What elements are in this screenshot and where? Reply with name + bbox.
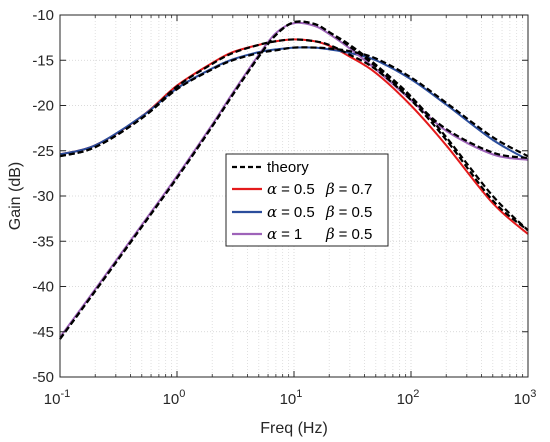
y-tick-label: -20 — [32, 98, 54, 115]
legend-beta-value: 0.5 — [351, 204, 372, 221]
legend-beta-value: 0.7 — [351, 181, 372, 198]
legend-beta-value: 0.5 — [351, 226, 372, 243]
legend-alpha-value: 0.5 — [294, 181, 315, 198]
legend-equals: = — [339, 181, 348, 198]
legend-label-blue: α = 0.5 β = 0.5 — [267, 203, 372, 221]
y-tick-labels: -10 -15 -20 -25 -30 -35 -40 -45 -50 — [32, 7, 54, 386]
series-line-theory-a — [59, 46, 529, 158]
legend-label-purple: α = 1 β = 0.5 — [267, 225, 372, 243]
legend-alpha-value: 1 — [294, 226, 302, 243]
legend-equals: = — [339, 226, 348, 243]
x-tick-label: 102 — [397, 388, 420, 408]
legend-label-red: α = 0.5 β = 0.7 — [267, 180, 372, 198]
y-tick-label: -40 — [32, 279, 54, 296]
legend-equals: = — [281, 181, 290, 198]
legend-box — [225, 153, 389, 247]
y-tick-label: -15 — [32, 52, 54, 69]
series-line-theory-d — [59, 20, 529, 340]
legend-label-theory: theory — [267, 159, 309, 176]
legend: theory α = 0.5 β = 0.7 α = 0.5 β = 0.5 α = 1 β = 0.5 — [225, 153, 389, 247]
series-line-theory-c — [59, 38, 529, 232]
legend-beta-symbol: β — [325, 203, 335, 221]
legend-equals: = — [339, 204, 348, 221]
x-tick-label: 10-1 — [44, 388, 70, 408]
x-tick-labels: 10-1 100 101 102 103 — [44, 388, 537, 408]
y-tick-label: -35 — [32, 233, 54, 250]
legend-beta-symbol: β — [325, 225, 335, 243]
legend-equals: = — [281, 226, 290, 243]
y-tick-label: -45 — [32, 324, 54, 341]
x-tick-label: 101 — [280, 388, 303, 408]
legend-alpha-symbol: α — [267, 180, 277, 198]
x-axis-label: Freq (Hz) — [260, 420, 328, 437]
y-axis-label: Gain (dB) — [7, 162, 24, 230]
y-tick-label: -10 — [32, 7, 54, 24]
tick-marks — [59, 14, 529, 378]
legend-alpha-symbol: α — [267, 203, 277, 221]
y-tick-label: -50 — [32, 369, 54, 386]
y-tick-label: -30 — [32, 188, 54, 205]
legend-beta-symbol: β — [325, 180, 335, 198]
legend-alpha-symbol: α — [267, 225, 277, 243]
x-tick-label: 103 — [514, 388, 537, 408]
legend-equals: = — [281, 204, 290, 221]
legend-alpha-value: 0.5 — [294, 204, 315, 221]
y-tick-label: -25 — [32, 143, 54, 160]
x-tick-label: 100 — [163, 388, 186, 408]
series-layer — [59, 20, 529, 340]
